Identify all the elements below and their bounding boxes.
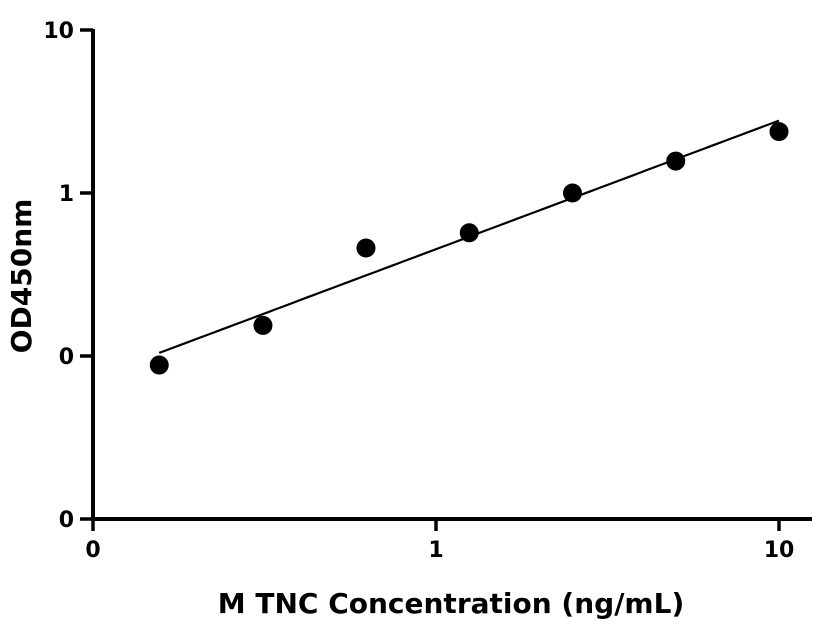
y-axis-title: OD450nm (5, 199, 38, 354)
y-tick-label: 0 (59, 345, 74, 370)
x-tick-label: 1 (428, 538, 443, 563)
y-tick-label: 0 (59, 508, 74, 533)
data-point (356, 238, 376, 258)
x-axis-title: M TNC Concentration (ng/mL) (218, 587, 684, 620)
data-point (149, 355, 169, 375)
axes (91, 29, 812, 521)
data-point (769, 122, 789, 142)
data-point (562, 183, 582, 203)
x-tick-label: 0 (85, 538, 100, 563)
data-point (666, 151, 686, 171)
x-tick-label: 10 (764, 538, 795, 563)
data-point (459, 223, 479, 243)
y-tick-label: 1 (59, 182, 74, 207)
y-tick-label: 10 (43, 19, 74, 44)
data-points (149, 122, 789, 375)
data-point (253, 315, 273, 335)
